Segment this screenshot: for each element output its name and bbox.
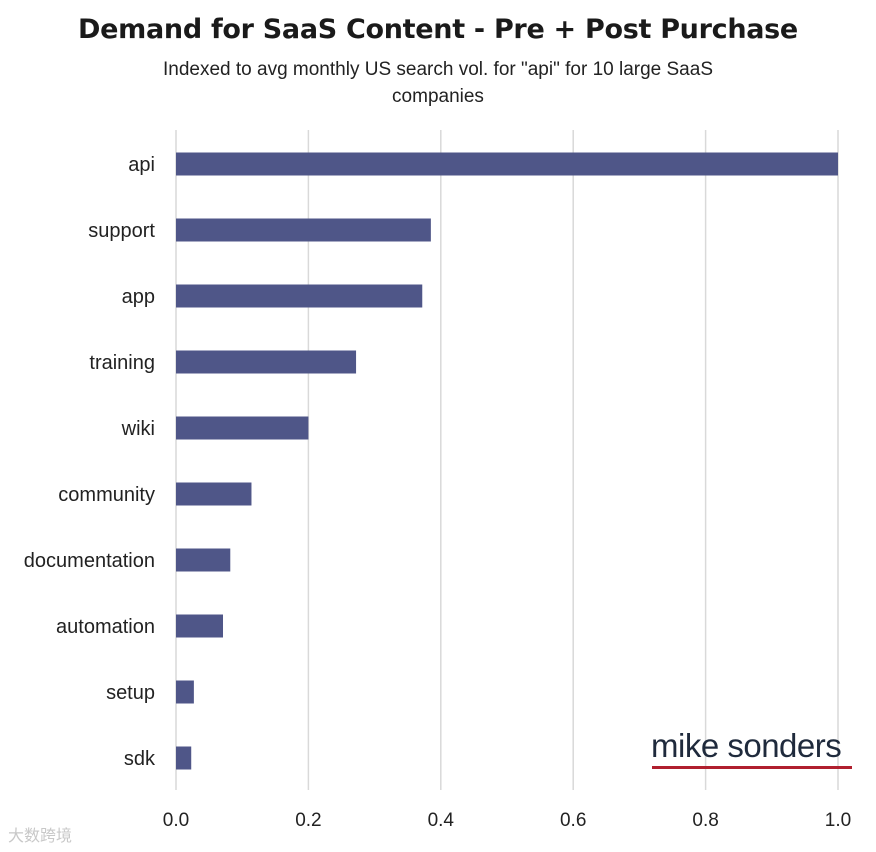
x-tick-label: 0.6 bbox=[560, 810, 586, 831]
brand-logo: mike sonders bbox=[651, 727, 842, 764]
category-label-sdk: sdk bbox=[124, 748, 156, 770]
watermark: 大数跨境 bbox=[8, 822, 72, 846]
x-tick-label: 0.4 bbox=[428, 810, 455, 831]
category-label-api: api bbox=[128, 154, 155, 176]
bar-api bbox=[176, 152, 838, 176]
x-tick-label: 0.0 bbox=[163, 810, 189, 831]
bar-setup bbox=[176, 680, 194, 704]
category-label-setup: setup bbox=[106, 682, 155, 704]
x-tick-label: 1.0 bbox=[825, 810, 851, 831]
bars bbox=[176, 152, 838, 770]
category-label-wiki: wiki bbox=[121, 418, 155, 440]
bar-documentation bbox=[176, 548, 231, 572]
bar-sdk bbox=[176, 746, 192, 770]
bar-app bbox=[176, 284, 423, 308]
chart-title: Demand for SaaS Content - Pre + Post Pur… bbox=[78, 14, 798, 45]
category-label-app: app bbox=[122, 286, 155, 308]
category-label-documentation: documentation bbox=[24, 550, 155, 572]
bar-automation bbox=[176, 614, 224, 638]
bar-wiki bbox=[176, 416, 309, 440]
bar-community bbox=[176, 482, 252, 506]
category-label-community: community bbox=[58, 484, 155, 506]
bar-support bbox=[176, 218, 431, 242]
watermark-text: 大数跨境 bbox=[8, 826, 73, 845]
x-tick-label: 0.8 bbox=[692, 810, 718, 831]
category-labels: api support app training wiki community docume… bbox=[24, 154, 156, 770]
x-tick-labels: 0.0 0.2 0.4 0.6 0.8 1.0 bbox=[163, 810, 851, 831]
x-tick-label: 0.2 bbox=[295, 810, 321, 831]
category-label-automation: automation bbox=[56, 616, 155, 638]
category-label-training: training bbox=[89, 352, 155, 374]
category-label-support: support bbox=[88, 220, 155, 242]
chart-subtitle: Indexed to avg monthly US search vol. fo… bbox=[162, 59, 713, 107]
brand-logo-underline bbox=[652, 766, 852, 769]
bar-training bbox=[176, 350, 357, 374]
